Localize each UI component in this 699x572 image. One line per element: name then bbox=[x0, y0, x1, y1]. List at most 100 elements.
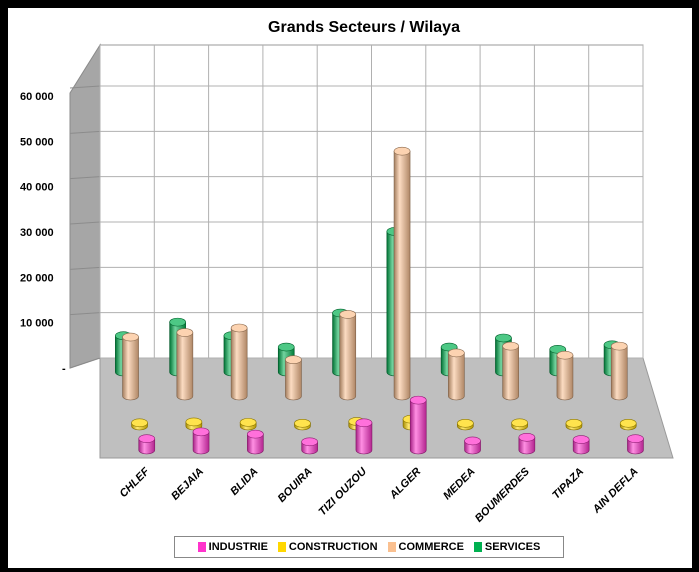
cylinder-body bbox=[627, 438, 644, 455]
cylinder-top bbox=[301, 437, 318, 447]
legend-label: COMMERCE bbox=[398, 541, 464, 553]
cylinder-body bbox=[518, 437, 536, 455]
cylinder-body bbox=[393, 150, 411, 401]
cylinder-top bbox=[565, 418, 583, 428]
chart-walls bbox=[69, 43, 674, 459]
cylinder-top bbox=[122, 332, 139, 342]
cylinder-top bbox=[192, 427, 210, 437]
cylinder-body bbox=[285, 359, 302, 401]
cylinder-commerce-ain-defla bbox=[610, 341, 628, 401]
cylinder-top bbox=[131, 418, 148, 428]
y-tick-label: 60 000 bbox=[20, 91, 54, 103]
chart-title: Grands Secteurs / Wilaya bbox=[268, 19, 460, 36]
category-label: BEJAIA bbox=[169, 466, 206, 503]
cylinder-top bbox=[339, 310, 357, 319]
cylinder-industrie-bejaia bbox=[192, 427, 210, 455]
cylinder-commerce-tizi-ouzou bbox=[339, 310, 357, 401]
category-label: MEDEA bbox=[441, 466, 478, 503]
cylinder-top bbox=[185, 417, 203, 427]
cylinder-top bbox=[518, 433, 536, 442]
cylinder-body bbox=[247, 433, 264, 455]
cylinder-top bbox=[627, 434, 644, 443]
cylinder-commerce-chlef bbox=[122, 332, 139, 401]
x-axis: CHLEF BEJAIA BLIDA BOUIRA TIZI OUZOU ALGER MED… bbox=[117, 465, 640, 525]
cylinder-body bbox=[556, 354, 574, 401]
y-tick-label: 10 000 bbox=[20, 318, 54, 330]
cylinder-construction-boumerdes bbox=[511, 418, 528, 431]
cylinder-commerce-bouira bbox=[285, 355, 302, 401]
legend-item-services: SERVICES bbox=[473, 541, 541, 553]
cylinder-body bbox=[610, 345, 628, 401]
gridline-side bbox=[69, 357, 101, 369]
legend-item-industrie: INDUSTRIE bbox=[197, 541, 268, 553]
legend-label: SERVICES bbox=[484, 541, 541, 553]
legend-swatch bbox=[277, 542, 286, 552]
cylinder-body bbox=[409, 399, 427, 455]
chart-marks bbox=[115, 146, 644, 455]
cylinder-construction-medea bbox=[457, 418, 474, 431]
cylinder-construction-tipaza bbox=[565, 418, 583, 431]
cylinder-top bbox=[138, 434, 156, 443]
cylinder-body bbox=[339, 314, 357, 401]
gridline-side bbox=[69, 85, 101, 89]
y-tick-label: 40 000 bbox=[20, 182, 54, 194]
cylinder-top bbox=[511, 418, 528, 428]
cylinder-top bbox=[556, 350, 574, 360]
cylinder-top bbox=[285, 355, 302, 365]
category-label: CHLEF bbox=[117, 465, 152, 500]
cylinder-top bbox=[619, 418, 637, 428]
cylinder-industrie-ain-defla bbox=[627, 434, 644, 455]
cylinder-top bbox=[572, 435, 590, 444]
legend-label: CONSTRUCTION bbox=[288, 541, 378, 553]
cylinder-commerce-tipaza bbox=[556, 350, 574, 401]
side-wall bbox=[69, 43, 101, 369]
cylinder-top bbox=[495, 333, 512, 343]
cylinder-top bbox=[355, 418, 373, 428]
cylinder-industrie-tipaza bbox=[572, 435, 590, 455]
legend-swatch bbox=[197, 542, 206, 552]
cylinder-commerce-medea bbox=[448, 348, 465, 401]
cylinder-top bbox=[239, 418, 257, 427]
gridline-side bbox=[69, 176, 101, 180]
cylinder-top bbox=[176, 328, 194, 337]
cylinder-construction-blida bbox=[239, 418, 257, 431]
chart-legend: INDUSTRIE CONSTRUCTION COMMERCE SERVICES bbox=[174, 536, 564, 558]
cylinder-body bbox=[122, 336, 139, 401]
category-label: BOUMERDES bbox=[473, 465, 533, 525]
cylinder-top bbox=[294, 418, 311, 428]
cylinder-industrie-blida bbox=[247, 429, 264, 455]
cylinder-body bbox=[192, 431, 210, 455]
cylinder-industrie-boumerdes bbox=[518, 433, 536, 455]
cylinder-commerce-alger bbox=[393, 146, 411, 401]
category-label: AIN DEFLA bbox=[590, 466, 641, 517]
gridline-side bbox=[69, 312, 101, 316]
y-tick-label: 30 000 bbox=[20, 227, 54, 239]
chart-canvas: Grands Secteurs / Wilaya - 10 000 20 000 30… bbox=[20, 19, 674, 525]
cylinder-industrie-bouira bbox=[301, 437, 318, 455]
cylinder-top bbox=[409, 395, 427, 405]
gridline-side bbox=[69, 221, 101, 225]
cylinder-top bbox=[610, 341, 628, 351]
cylinder-body bbox=[230, 327, 248, 401]
cylinder-industrie-tizi-ouzou bbox=[355, 418, 373, 455]
legend-swatch bbox=[387, 542, 396, 552]
y-tick-label: 50 000 bbox=[20, 136, 54, 148]
category-label: BOUIRA bbox=[276, 466, 315, 505]
cylinder-top bbox=[393, 146, 411, 156]
cylinder-top bbox=[502, 341, 519, 351]
cylinder-commerce-blida bbox=[230, 323, 248, 401]
category-label: TIPAZA bbox=[550, 466, 586, 502]
legend-item-construction: CONSTRUCTION bbox=[277, 541, 378, 553]
gridline-side bbox=[69, 130, 101, 134]
y-tick-label: 20 000 bbox=[20, 272, 54, 284]
cylinder-industrie-medea bbox=[464, 436, 481, 455]
category-label: BLIDA bbox=[228, 466, 260, 498]
cylinder-industrie-alger bbox=[409, 395, 427, 455]
cylinder-body bbox=[355, 422, 373, 455]
y-tick-label: - bbox=[62, 363, 66, 375]
cylinder-top bbox=[464, 436, 481, 446]
cylinder-industrie-chlef bbox=[138, 434, 156, 455]
legend-swatch bbox=[473, 542, 482, 552]
chart-frame: Grands Secteurs / Wilaya - 10 000 20 000 30… bbox=[6, 6, 694, 570]
legend-label: INDUSTRIE bbox=[208, 541, 268, 553]
